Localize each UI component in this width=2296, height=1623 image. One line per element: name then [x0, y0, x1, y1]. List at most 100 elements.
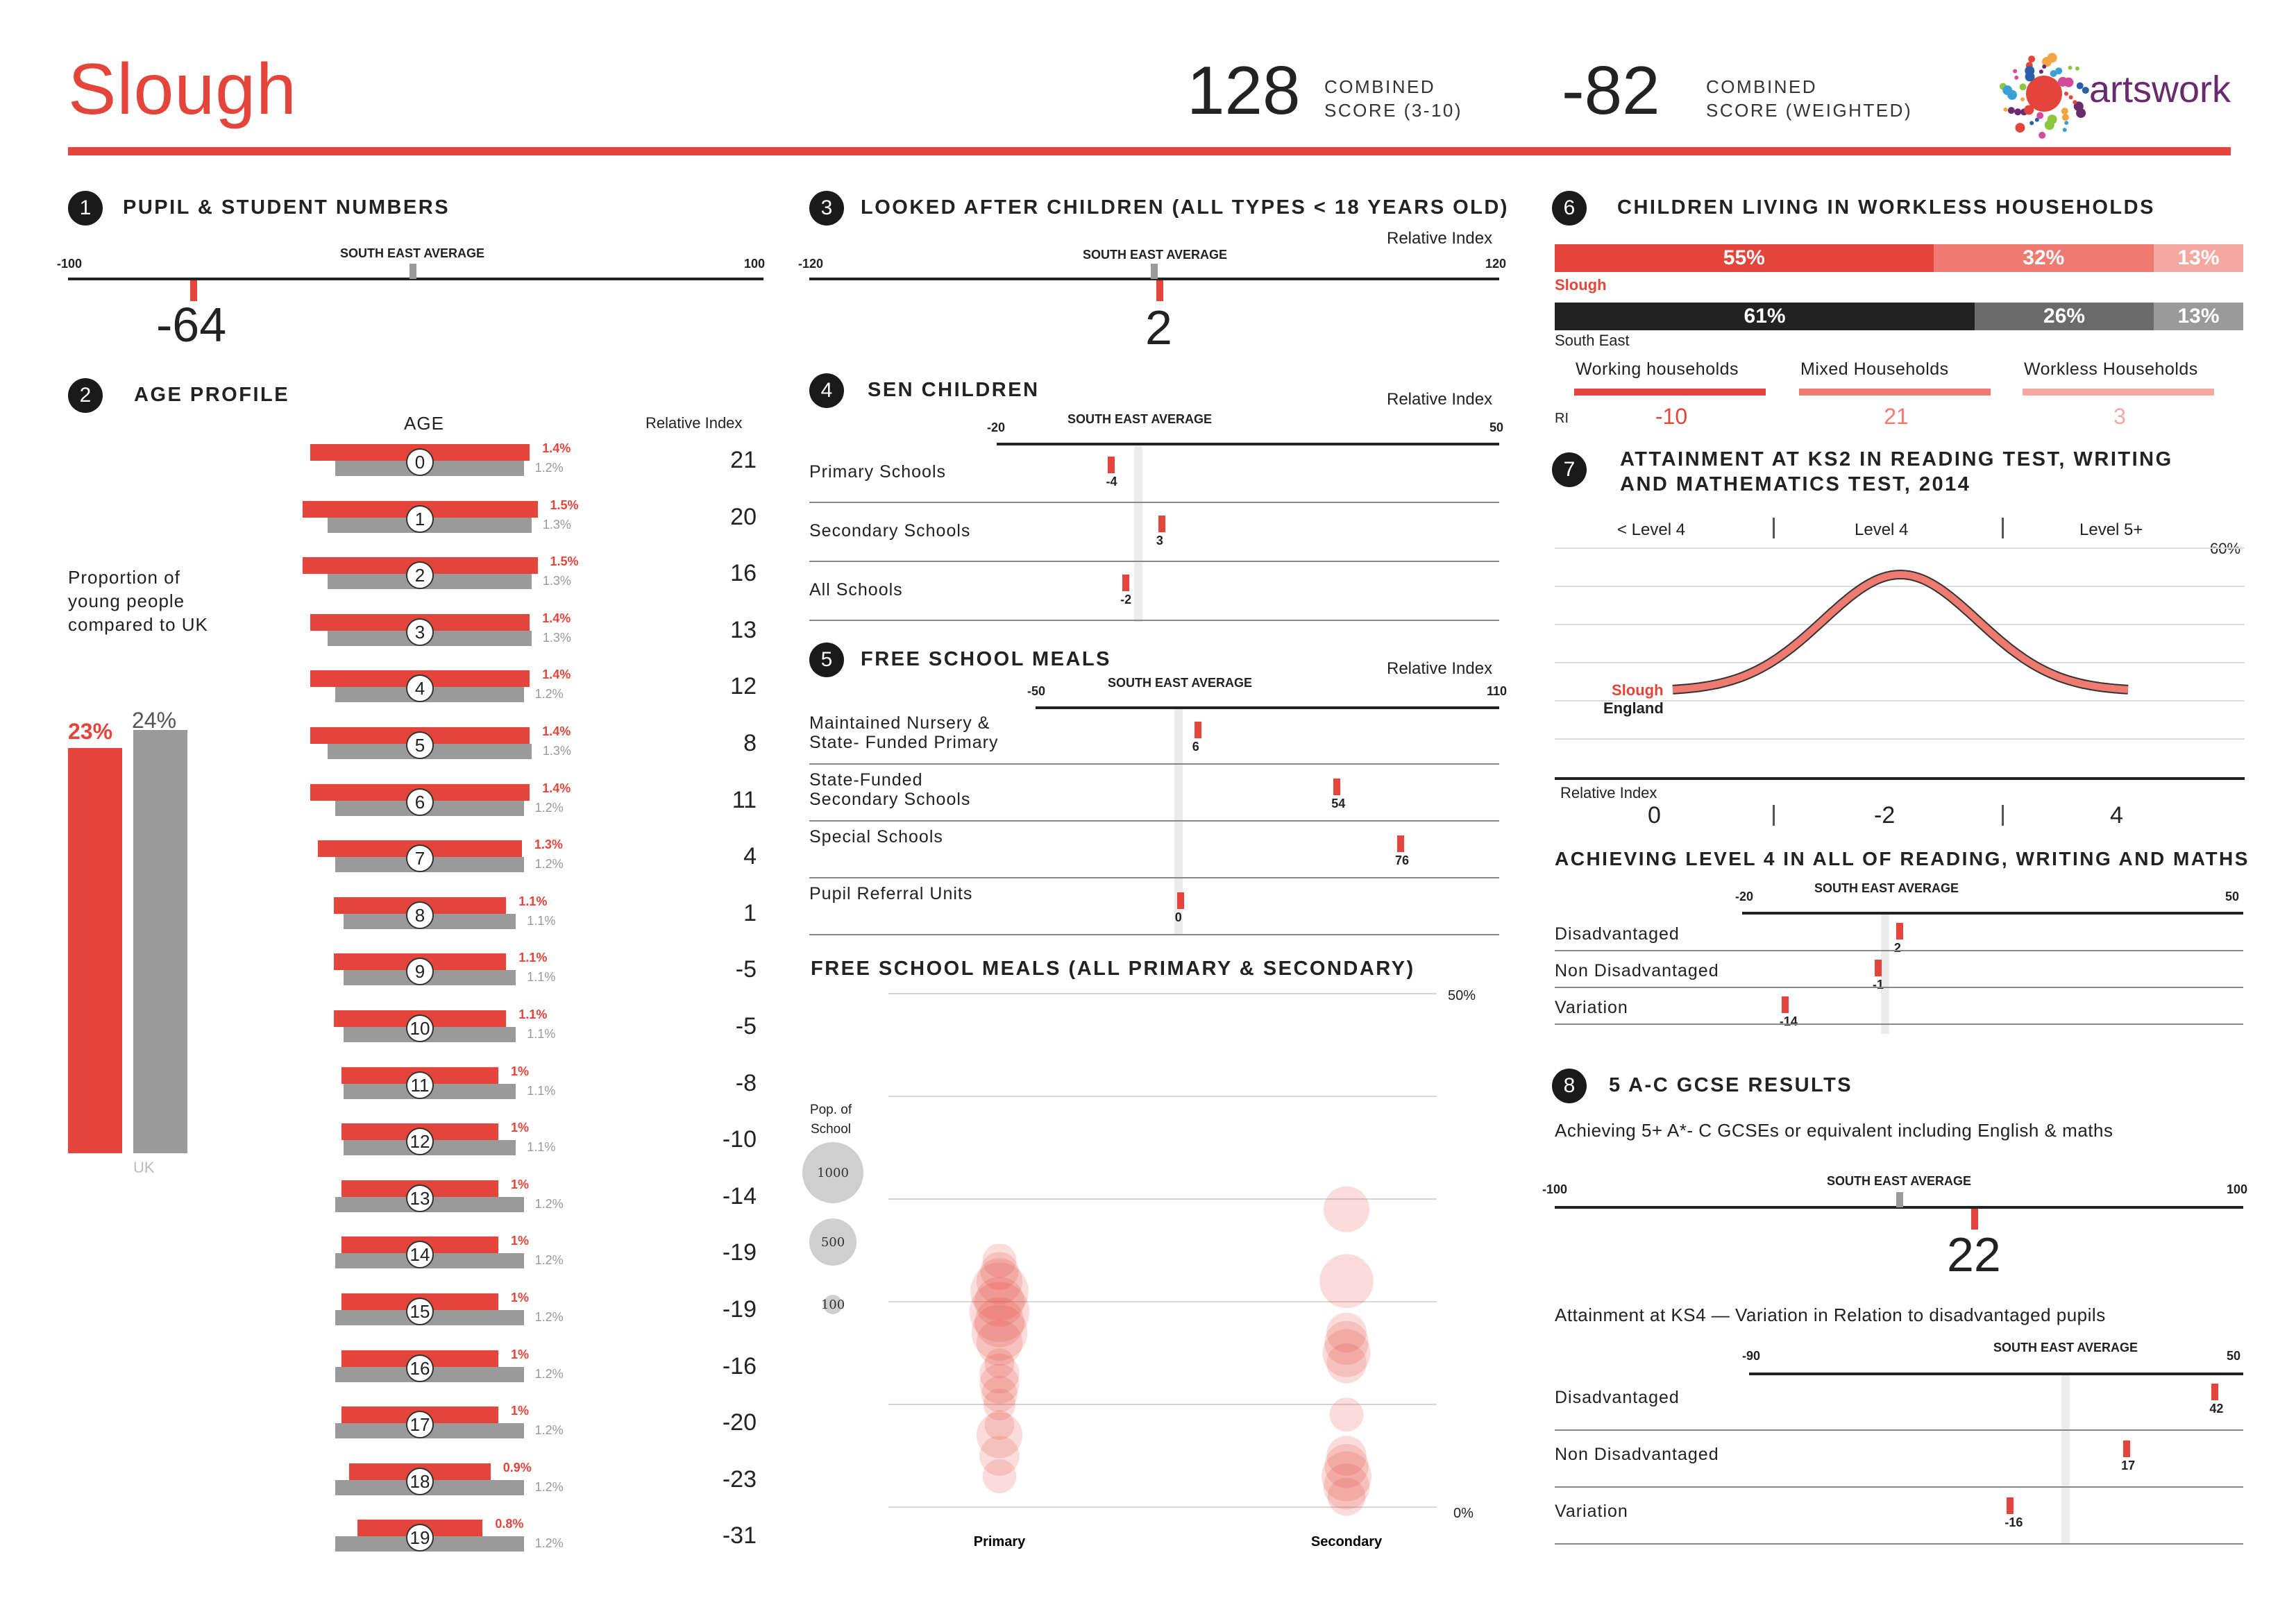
section-6-number: 6 [1552, 191, 1587, 226]
households-category-swatch [1574, 389, 1766, 396]
age-uk-pct: 1.2% [534, 1423, 564, 1438]
pop-of-school-label: Pop. of School [807, 1101, 855, 1139]
sen-value: -2 [1120, 593, 1132, 606]
ks2-level-label: Level 5+ [2079, 520, 2143, 539]
households-category-ri: -10 [1655, 404, 1688, 429]
age-relative-index: -5 [735, 1013, 757, 1039]
age-number: 2 [406, 561, 434, 590]
fsm-category-label: Primary [974, 1534, 1026, 1549]
uk-bar-label: UK [133, 1159, 155, 1176]
fsm-school-bubble [971, 1305, 1028, 1361]
age-number: 18 [406, 1467, 434, 1495]
age-uk-pct: 1.2% [534, 1310, 564, 1324]
households-segment: 32% [1933, 244, 2154, 272]
age-relative-index: 1 [743, 899, 757, 926]
age-slough-pct: 1% [511, 1291, 530, 1305]
ks2-level-divider [1773, 518, 1775, 538]
age-slough-pct: 1.1% [518, 894, 548, 908]
ks2-row-divider [1555, 950, 2243, 951]
ks2-slough-label: Slough [1612, 681, 1664, 699]
age-relative-index: -14 [722, 1182, 757, 1209]
age-slough-pct: 1.4% [542, 781, 571, 795]
ks2-slough-curve [1672, 570, 2129, 693]
sec8-value-marker [1971, 1209, 1978, 1230]
fsm-row-label-1: Maintained Nursery & [809, 713, 990, 733]
fsm-school-bubble [1323, 1463, 1370, 1510]
pop-legend-label: 1000 [817, 1166, 849, 1180]
sec7-avg-label: SOUTH EAST AVERAGE [1814, 881, 1959, 895]
sen-value: -4 [1106, 475, 1117, 488]
fsm-school-bubble [1327, 1477, 1366, 1516]
pop-label-2: School [810, 1122, 852, 1137]
fsm-row-label-2: State- Funded Primary [809, 733, 999, 752]
age-uk-pct: 1.2% [534, 1253, 564, 1268]
gcse-value-marker [2007, 1497, 2014, 1514]
age-number: 6 [406, 788, 434, 816]
ks2-curve-chart [1555, 547, 2245, 740]
page-title: Slough [68, 49, 297, 130]
ks2-england-label: England [1603, 699, 1664, 717]
gcse-row-label: Variation [1555, 1502, 1628, 1521]
section-2-number: 2 [68, 378, 103, 413]
age-number: 3 [406, 618, 434, 646]
sec7-max: 50 [2225, 890, 2240, 903]
sec4-max: 50 [1489, 420, 1504, 434]
households-category-swatch [1799, 389, 1991, 396]
sec4-min: -20 [987, 420, 1006, 434]
sen-value-marker [1122, 575, 1130, 591]
slough-proportion-bar [68, 747, 122, 1153]
fsm-value-marker [1333, 779, 1341, 795]
fsm-school-bubble [969, 1282, 1030, 1342]
age-slough-pct: 1.4% [542, 441, 571, 455]
gcse-value: 17 [2121, 1459, 2136, 1472]
age-slough-pct: 1% [511, 1064, 530, 1078]
age-number: 17 [406, 1411, 434, 1439]
fsm-value-marker [1194, 722, 1201, 738]
section-1-title: PUPIL & STUDENT NUMBERS [123, 196, 450, 219]
pop-label-1: Pop. of [809, 1103, 852, 1117]
fsm-row-divider [809, 763, 1499, 765]
fsm-row-label-2: Secondary Schools [809, 790, 971, 809]
sen-row-divider [809, 620, 1499, 621]
gcse-value-marker [2211, 1384, 2219, 1400]
age-uk-pct: 1.2% [534, 857, 564, 872]
age-number: 12 [406, 1128, 434, 1156]
fsm-row-label: Maintained Nursery & State- Funded Primar… [809, 713, 999, 752]
age-number: 10 [406, 1014, 434, 1042]
logo-text: artswork [2089, 69, 2231, 110]
ks2-baseline [1555, 777, 2245, 780]
age-uk-pct: 1.1% [527, 1083, 556, 1098]
fsm-school-bubble [982, 1243, 1017, 1278]
fsm-school-bubble [980, 1252, 1019, 1290]
age-number: 14 [406, 1241, 434, 1269]
sec1-max: 100 [744, 257, 766, 271]
fsm-value-marker [1397, 835, 1405, 852]
ks2-value-marker [1781, 996, 1789, 1013]
age-slough-pct: 1.4% [542, 724, 571, 738]
section-7-title-1: ATTAINMENT AT KS2 IN READING TEST, WRITI… [1620, 448, 2173, 470]
households-category-label: Mixed Households [1800, 359, 1949, 379]
age-uk-pct: 1.2% [534, 1366, 564, 1381]
fsm-row-divider [809, 820, 1499, 822]
age-uk-pct: 1.2% [534, 461, 564, 475]
fsm-value: 54 [1331, 797, 1346, 810]
sec8-axis [1555, 1206, 2243, 1209]
combined-score-label-2: SCORE (3-10) [1324, 100, 1463, 121]
sec1-axis [68, 278, 763, 280]
fsm-school-bubble [1329, 1397, 1364, 1432]
ks2-row-divider [1555, 987, 2243, 988]
age-relative-index: -31 [722, 1522, 757, 1549]
sec7-min: -20 [1735, 890, 1754, 903]
sen-value-marker [1158, 516, 1165, 532]
households-segment: 13% [2154, 303, 2243, 330]
sec8-avg-band [2061, 1375, 2070, 1545]
fsm-school-bubble [976, 1258, 1023, 1305]
section-6-title: CHILDREN LIVING IN WORKLESS HOUSEHOLDS [1617, 196, 2155, 219]
households-category-ri: 3 [2113, 404, 2126, 429]
age-uk-pct: 1.3% [542, 517, 571, 532]
fsm-school-bubble [976, 1412, 1023, 1459]
gcse-value: -16 [2004, 1515, 2023, 1529]
weighted-score-label-2: SCORE (WEIGHTED) [1706, 100, 1913, 121]
weighted-score: -82 [1562, 52, 1660, 128]
fsm-bottom-label: 0% [1453, 1506, 1474, 1521]
